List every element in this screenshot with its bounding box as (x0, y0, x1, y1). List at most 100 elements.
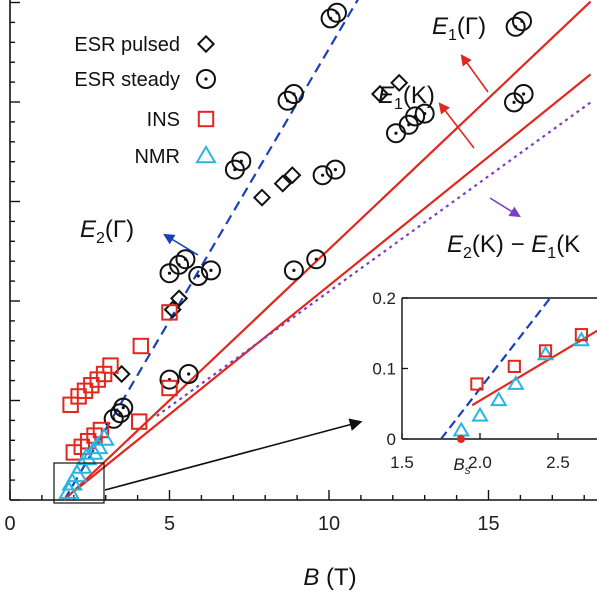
data-point-circle-dot (314, 257, 318, 261)
annotation-e2k-sub: 2 (463, 245, 472, 262)
data-point-diamond (170, 289, 189, 308)
data-point-circle (306, 249, 327, 270)
data-point-circle-dot (292, 268, 296, 272)
data-point-square (102, 357, 119, 374)
annotation-e2-gamma-sub: 2 (96, 230, 105, 247)
data-point-diamond (252, 188, 272, 207)
x-axis-label-var: B (303, 564, 319, 591)
inset-nmr-point (536, 345, 555, 361)
data-point-square (161, 304, 178, 321)
data-point-circle (513, 84, 534, 104)
x-axis-label-unit: (T) (326, 564, 357, 591)
data-point-circle (178, 364, 199, 384)
data-point-circle-dot (183, 257, 188, 261)
data-point-circle-dot (521, 92, 526, 96)
annotation-e1k-sub: 1 (547, 245, 556, 262)
y-axis-ticks (10, 1, 20, 501)
e1-k-arrow (438, 102, 475, 149)
annotation-e1-gamma-sub: 1 (448, 27, 457, 44)
data-point-circle-dot (187, 372, 191, 376)
inset-nmr-point (572, 331, 591, 347)
x-tick-label: 5 (164, 513, 175, 535)
data-point-circle-dot (423, 112, 427, 116)
data-point-diamond (283, 166, 302, 185)
data-point-triangle (93, 427, 115, 446)
annotation-e1-k-base: E (378, 82, 395, 109)
annotation-e1k-base: E (531, 231, 548, 258)
data-point-diamond (273, 174, 292, 193)
zoom-box (53, 462, 105, 504)
x-tick-label: 10 (318, 513, 340, 535)
annotation-e1-gamma-arg: (Γ) (457, 13, 486, 40)
data-point-circle-dot (333, 168, 337, 172)
annotation-e1-k: E1(K) (378, 82, 435, 113)
data-point-circle-dot (292, 92, 296, 96)
inset-bs-label-base: B (453, 455, 464, 474)
data-point-circle-dot (167, 271, 172, 275)
data-point-circle-dot (394, 131, 398, 135)
data-point-circle (175, 249, 196, 270)
inset-nmr-point (489, 391, 508, 407)
fit-lines (63, 0, 592, 501)
annotation-e1-gamma: E1(Γ) (432, 13, 486, 44)
data-point-diamond (163, 300, 182, 319)
x-axis-label: B (T) (303, 564, 356, 591)
inset-nmr-point (507, 375, 525, 390)
data-point-circle (277, 90, 298, 111)
legend: ESR pulsed ESR steady INS NMR (74, 34, 217, 168)
annotation-e2k-minus-e1k: E2(K) − E1(K (447, 231, 580, 262)
data-point-circle-dot (196, 274, 200, 278)
inset-markers (452, 328, 591, 437)
inset-ins-point (574, 328, 588, 342)
inset-bs-label-sub: s (465, 463, 471, 477)
data-point-triangle (75, 447, 98, 466)
data-point-circle-dot (118, 411, 122, 415)
legend-marker-circle-dot (204, 77, 208, 81)
legend-label-esr-steady: ESR steady (74, 69, 180, 91)
data-point-circle-dot (520, 19, 524, 23)
data-point-circle-dot (335, 11, 339, 15)
annotation-e2k-arg: (K) − (472, 231, 531, 258)
data-point-circle-dot (239, 159, 243, 163)
e2-gamma-arrow (163, 233, 199, 256)
legend-label-esr-pulsed: ESR pulsed (74, 34, 180, 56)
annotation-e2-gamma-base: E (80, 216, 97, 243)
inset-ins-point (538, 344, 553, 358)
data-point-circle (200, 260, 221, 281)
data-point-circle (414, 103, 435, 124)
fit-line (63, 0, 359, 501)
fit-line (63, 0, 592, 501)
legend-marker-square (197, 110, 215, 128)
annotation-e2-gamma: E2(Γ) (80, 216, 134, 247)
annotation-e1-k-sub: 1 (394, 96, 403, 113)
inset-y-tick-label: 0 (387, 430, 396, 449)
data-point-circle-dot (512, 100, 516, 104)
inset-x-tick-label: 2.5 (546, 453, 570, 472)
inset-bs-point (457, 435, 465, 443)
legend-marker-diamond (196, 34, 216, 54)
data-point-circle-dot (121, 406, 125, 410)
annotation-e1-gamma-base: E (432, 13, 449, 40)
data-point-triangle (82, 441, 104, 460)
data-point-circle (231, 151, 252, 172)
inset-y-tick-label: 0.1 (372, 360, 396, 379)
legend-label-nmr: NMR (134, 146, 180, 168)
data-point-circle (283, 84, 304, 104)
data-point-circle (188, 266, 209, 286)
inset-fit-line (440, 297, 552, 440)
data-point-circle (283, 260, 304, 281)
data-point-square (132, 337, 149, 355)
inset-background (402, 298, 597, 439)
x-tick-label: 0 (4, 513, 15, 535)
annotation-e2k-base: E (447, 231, 464, 258)
data-point-circle (505, 16, 526, 37)
data-point-square (92, 421, 110, 439)
data-point-diamond (112, 364, 131, 384)
inset-ins-point (507, 359, 521, 373)
legend-markers (195, 34, 217, 164)
inset-chart: 0 0.1 0.2 1.5 2.0 2.5 Bs (372, 289, 597, 477)
data-point-circle (325, 159, 346, 180)
inset-ticks: 0 0.1 0.2 1.5 2.0 2.5 (372, 289, 569, 472)
inset-y-tick-label: 0.2 (372, 289, 396, 308)
data-point-circle (113, 397, 134, 418)
